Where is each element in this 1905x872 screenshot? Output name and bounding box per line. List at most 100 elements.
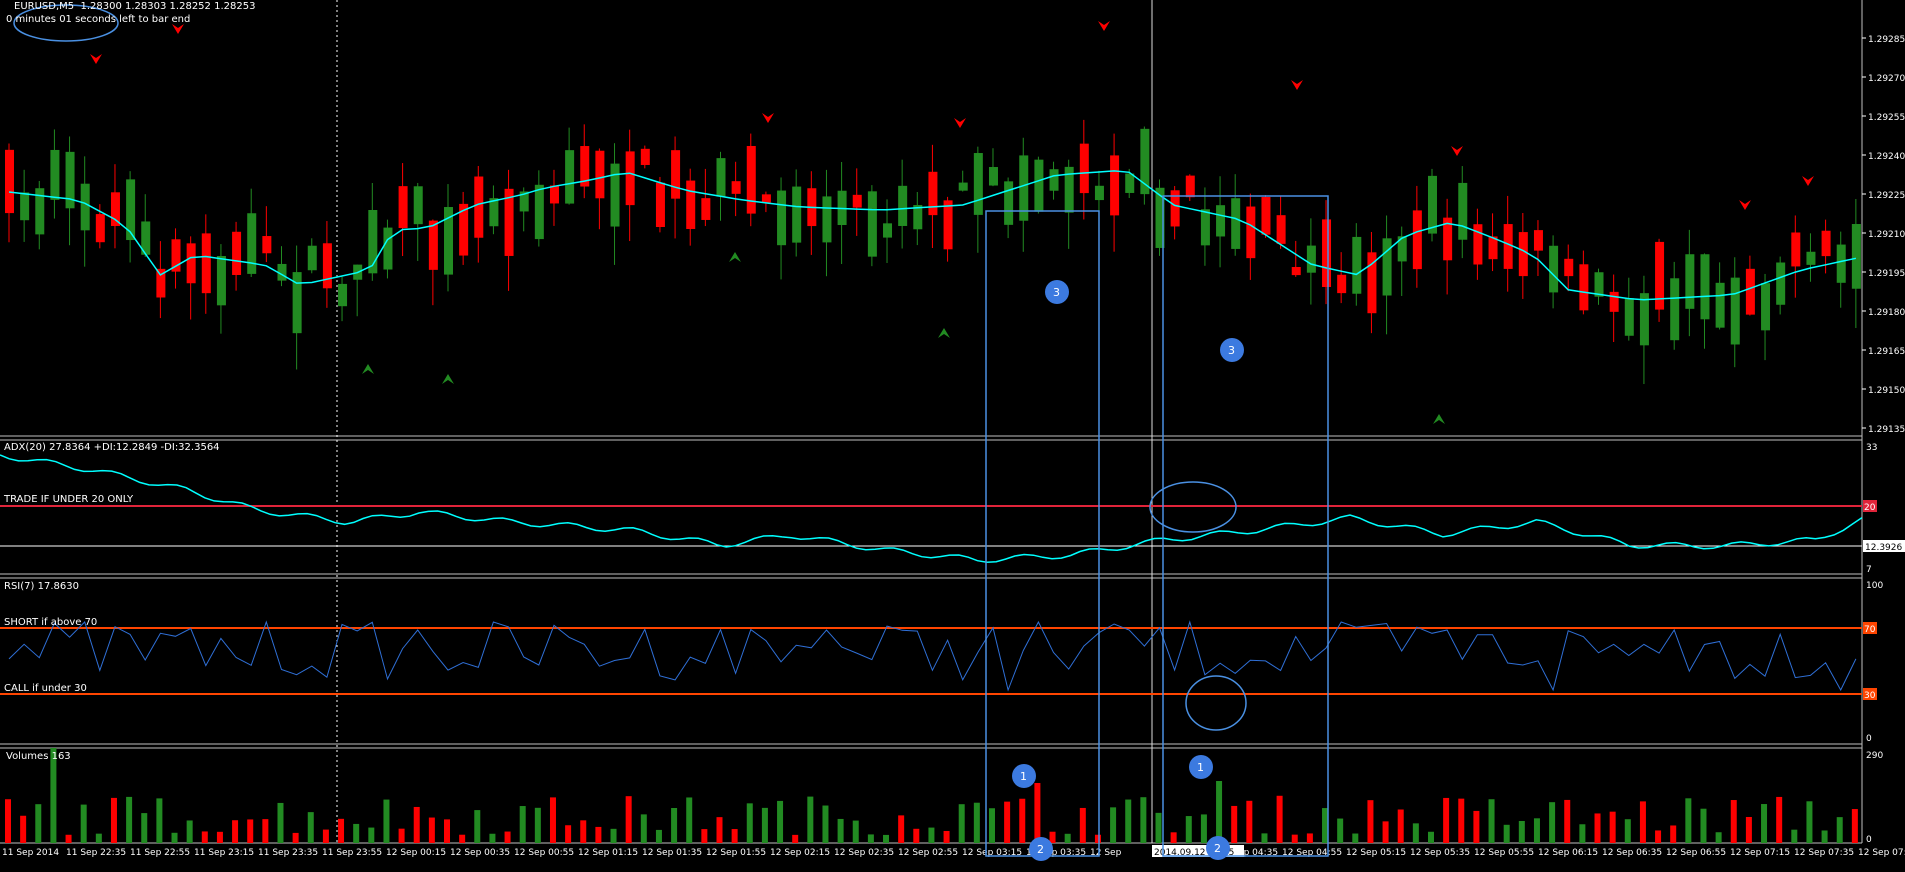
volume-bar bbox=[731, 829, 738, 843]
time-axis-label: 12 Sep 02:35 bbox=[834, 848, 894, 858]
candle-body bbox=[1034, 159, 1044, 212]
volume-bar bbox=[1155, 812, 1162, 843]
badge-three-right-label: 3 bbox=[1228, 344, 1235, 357]
time-axis-label: 11 Sep 2014 bbox=[2, 848, 59, 858]
candle-body bbox=[1200, 209, 1210, 246]
candle-body bbox=[610, 163, 620, 227]
volume-bar bbox=[852, 820, 859, 843]
time-axis-label: 12 Sep 06:35 bbox=[1602, 848, 1662, 858]
candle-body bbox=[928, 171, 938, 216]
candle-body bbox=[1140, 128, 1150, 195]
volume-bar bbox=[353, 823, 360, 843]
volume-bar bbox=[1776, 796, 1783, 843]
volumes-title: Volumes 163 bbox=[6, 751, 71, 762]
candle-body bbox=[1412, 210, 1422, 270]
time-axis-label: 12 Sep 05:55 bbox=[1474, 848, 1534, 858]
volume-bar bbox=[489, 833, 496, 843]
volume-bar bbox=[519, 806, 526, 843]
badge-three-left bbox=[1045, 280, 1069, 304]
adx-level-tag-label: 20 bbox=[1864, 503, 1876, 513]
volume-bar bbox=[80, 804, 87, 843]
volume-bar bbox=[1594, 813, 1601, 843]
volume-bar bbox=[474, 810, 481, 843]
time-axis-label: 12 Sep 01:35 bbox=[642, 848, 702, 858]
candle-body bbox=[1533, 230, 1543, 251]
time-axis-label: 12 Sep 06:55 bbox=[1666, 848, 1726, 858]
time-axis-label: 11 Sep 23:15 bbox=[194, 848, 254, 858]
candle-body bbox=[1776, 262, 1786, 305]
volume-bar bbox=[1185, 816, 1192, 843]
volume-bar bbox=[1745, 816, 1752, 843]
volume-bar bbox=[1261, 833, 1268, 843]
adx-current-tag bbox=[1863, 540, 1905, 552]
time-axis-label: 12 Sep 03:15 bbox=[962, 848, 1022, 858]
volume-bar bbox=[292, 832, 299, 843]
volume-bar bbox=[1352, 833, 1359, 843]
time-axis-label: 11 Sep 23:55 bbox=[322, 848, 382, 858]
badge-three-right bbox=[1220, 338, 1244, 362]
volume-bar bbox=[1367, 800, 1374, 843]
candle-body bbox=[701, 198, 711, 220]
candle-body bbox=[1624, 298, 1634, 336]
badge-one-left-label: 1 bbox=[1020, 770, 1027, 783]
ohlc-label: 1.28300 1.28303 1.28252 1.28253 bbox=[80, 1, 256, 12]
volume-bar bbox=[1715, 832, 1722, 843]
candle-body bbox=[1458, 182, 1468, 240]
candle-body bbox=[1700, 254, 1710, 320]
time-axis-label: 12 Sep 07:5 bbox=[1858, 848, 1905, 858]
volume-bar bbox=[1836, 817, 1843, 843]
volume-bar bbox=[1579, 824, 1586, 843]
volume-bar bbox=[1140, 797, 1147, 843]
price-tick-label: 1.29225 bbox=[1868, 191, 1905, 201]
rsi-axis-top: 100 bbox=[1866, 581, 1883, 591]
adx-current-tag-label: 12.3926 bbox=[1865, 543, 1902, 553]
volume-bar bbox=[655, 829, 662, 843]
candle-body bbox=[716, 158, 726, 197]
badge-one-right bbox=[1189, 755, 1213, 779]
candle-body bbox=[1382, 238, 1392, 296]
price-tick-label: 1.29255 bbox=[1868, 113, 1905, 123]
candle-body bbox=[898, 185, 908, 226]
candle-body bbox=[777, 190, 787, 246]
candle-body bbox=[20, 192, 30, 221]
annotation-box-left bbox=[985, 210, 1100, 857]
rsi-title: RSI(7) 17.8630 bbox=[4, 581, 79, 592]
down-arrow-icon bbox=[762, 113, 774, 123]
candle-body bbox=[1216, 205, 1226, 237]
candle-body bbox=[1155, 187, 1165, 248]
volume-bar bbox=[50, 748, 57, 843]
volume-bar bbox=[428, 817, 435, 843]
candle-body bbox=[322, 243, 332, 289]
time-axis-label: 2014.09.12 04:15 bbox=[1154, 848, 1234, 858]
volume-bar bbox=[792, 834, 799, 843]
time-axis-label: 12 Sep 04:55 bbox=[1282, 848, 1342, 858]
volume-bar bbox=[1382, 821, 1389, 843]
candle-body bbox=[338, 283, 348, 307]
candle-body bbox=[1670, 278, 1680, 341]
time-axis-label: 12 Sep 02:15 bbox=[770, 848, 830, 858]
volume-bar bbox=[746, 803, 753, 843]
candle-body bbox=[307, 245, 317, 271]
volume-bar bbox=[549, 797, 556, 843]
candle-body bbox=[792, 186, 802, 243]
badge-two-right bbox=[1206, 836, 1230, 860]
candle-body bbox=[474, 176, 484, 238]
rsi-short-note: SHORT if above 70 bbox=[4, 617, 98, 628]
price-tick-label: 1.29285 bbox=[1868, 35, 1905, 45]
volume-bar bbox=[413, 806, 420, 843]
volume-bar bbox=[761, 807, 768, 843]
candle-body bbox=[1791, 232, 1801, 267]
badge-three-left-label: 3 bbox=[1053, 286, 1060, 299]
rsi-level-30-tag bbox=[1863, 688, 1877, 700]
price-tick-label: 1.29270 bbox=[1868, 74, 1905, 84]
volume-bar bbox=[1458, 798, 1465, 843]
time-axis-label: 12 Sep 01:15 bbox=[578, 848, 638, 858]
price-tick-label: 1.29195 bbox=[1868, 269, 1905, 279]
volume-bar bbox=[20, 815, 27, 843]
volume-bar bbox=[1322, 808, 1329, 843]
volume-bar bbox=[126, 796, 133, 843]
volume-bar bbox=[338, 818, 345, 843]
volume-bar bbox=[640, 814, 647, 843]
